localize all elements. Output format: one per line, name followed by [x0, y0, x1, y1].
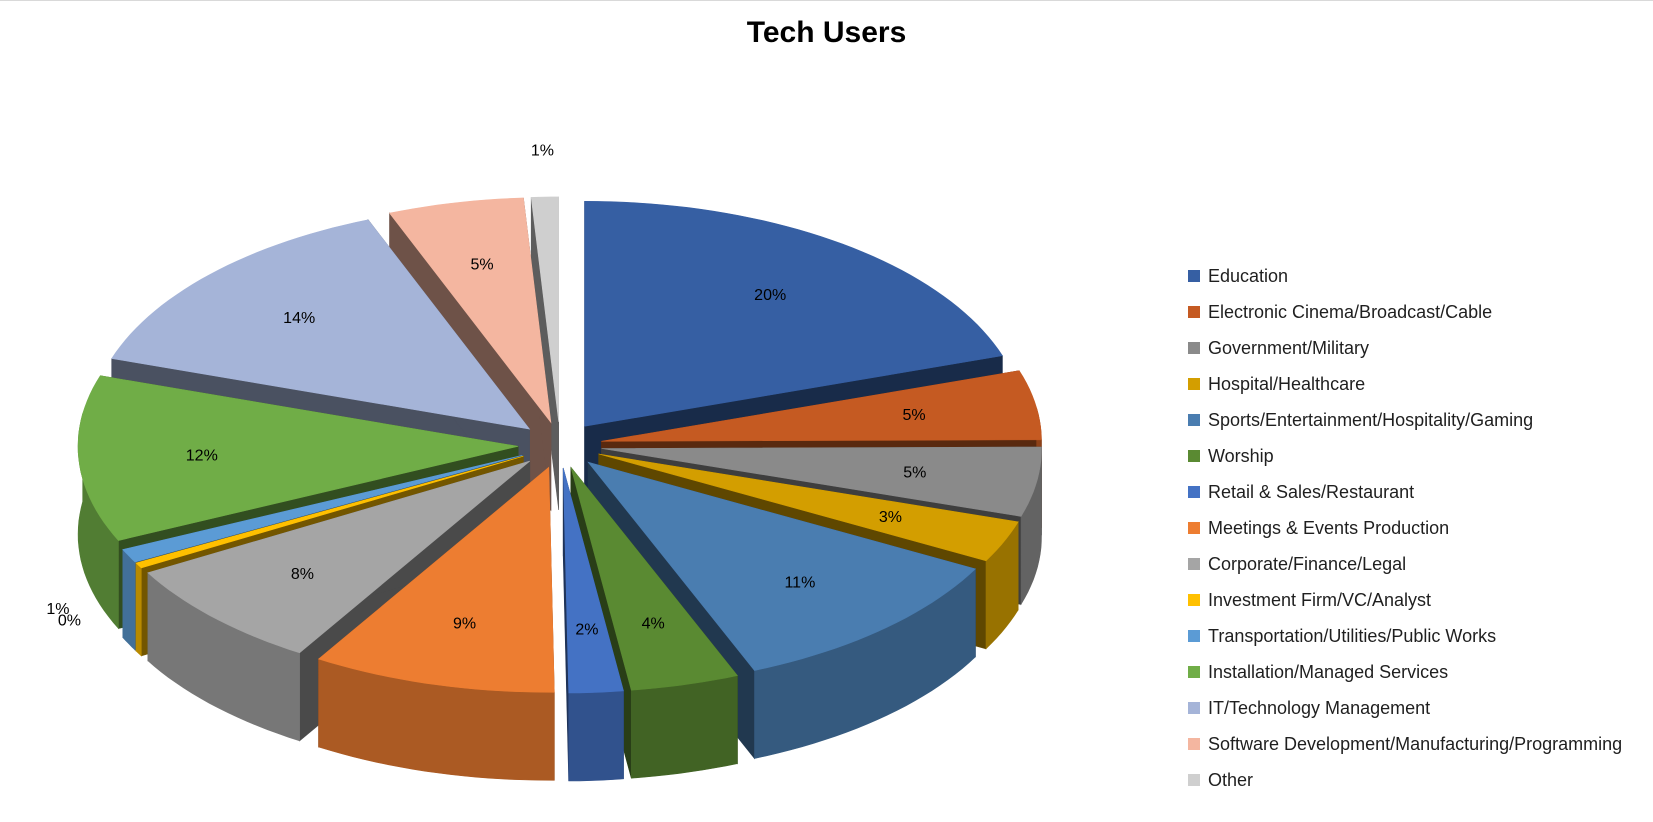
legend-swatch — [1188, 774, 1200, 786]
legend-label: Meetings & Events Production — [1208, 517, 1450, 538]
data-label: 11% — [784, 575, 815, 592]
data-label: 9% — [453, 615, 476, 632]
legend-label: Worship — [1208, 445, 1274, 466]
legend-item: Hospital/Healthcare — [1188, 366, 1622, 402]
data-label: 12% — [186, 447, 218, 464]
chart-legend: Education Electronic Cinema/Broadcast/Cab… — [1188, 258, 1622, 798]
pie-slice-rim — [135, 562, 142, 657]
legend-item: Investment Firm/VC/Analyst — [1188, 582, 1622, 618]
pie-slice — [122, 455, 523, 563]
data-label: 14% — [283, 310, 315, 327]
legend-item: Other — [1188, 762, 1622, 798]
legend-label: Corporate/Finance/Legal — [1208, 553, 1407, 574]
pie-slice — [587, 461, 977, 671]
legend-label: Education — [1208, 265, 1289, 286]
data-label: 5% — [903, 407, 926, 424]
data-label: 4% — [642, 616, 665, 633]
pie-slice-rim — [568, 690, 624, 782]
pie-slice — [601, 446, 1042, 517]
legend-swatch — [1188, 630, 1200, 642]
data-label: 1% — [46, 601, 69, 618]
data-label: 1% — [531, 143, 554, 160]
pie-slice — [147, 460, 530, 654]
legend-item: IT/Technology Management — [1188, 690, 1622, 726]
legend-item: Electronic Cinema/Broadcast/Cable — [1188, 294, 1622, 330]
legend-item: Transportation/Utilities/Public Works — [1188, 618, 1622, 654]
data-label: 0% — [58, 612, 81, 629]
pie-slice — [77, 375, 519, 541]
legend-item: Software Development/Manufacturing/Progr… — [1188, 726, 1622, 762]
legend-swatch — [1188, 738, 1200, 750]
pie-slice — [111, 219, 531, 430]
legend-swatch — [1188, 270, 1200, 282]
legend-item: Education — [1188, 258, 1622, 294]
legend-swatch — [1188, 522, 1200, 534]
pie-slice — [598, 453, 1019, 562]
top-border — [0, 0, 1653, 1]
legend-swatch — [1188, 486, 1200, 498]
pie-slice — [530, 196, 559, 422]
data-label: 5% — [903, 465, 926, 482]
legend-label: IT/Technology Management — [1208, 697, 1431, 718]
legend-label: Installation/Managed Services — [1208, 661, 1449, 682]
pie-slice-rim — [631, 675, 738, 779]
legend-swatch — [1188, 306, 1200, 318]
legend-swatch — [1188, 342, 1200, 354]
pie-slice — [562, 467, 624, 694]
legend-item: Sports/Entertainment/Hospitality/Gaming — [1188, 402, 1622, 438]
data-label: 20% — [754, 287, 786, 304]
pie-slice — [135, 455, 524, 569]
legend-swatch — [1188, 594, 1200, 606]
legend-label: Transportation/Utilities/Public Works — [1208, 625, 1497, 646]
chart-title: Tech Users — [746, 16, 907, 49]
legend-label: Other — [1208, 769, 1254, 790]
legend-label: Electronic Cinema/Broadcast/Cable — [1208, 301, 1493, 322]
legend-label: Investment Firm/VC/Analyst — [1208, 589, 1432, 610]
data-label: 5% — [470, 256, 493, 273]
data-label: 2% — [575, 622, 598, 639]
legend-swatch — [1188, 558, 1200, 570]
pie-slice — [601, 370, 1042, 442]
pie-slice — [388, 197, 552, 424]
legend-label: Hospital/Healthcare — [1208, 373, 1366, 394]
pie-slice — [317, 466, 555, 693]
legend-label: Retail & Sales/Restaurant — [1208, 481, 1415, 502]
legend-item: Meetings & Events Production — [1188, 510, 1622, 546]
legend-swatch — [1188, 702, 1200, 714]
legend-label: Sports/Entertainment/Hospitality/Gaming — [1208, 409, 1534, 430]
legend-label: Government/Military — [1208, 337, 1370, 358]
legend-item: Installation/Managed Services — [1188, 654, 1622, 690]
legend-item: Government/Military — [1188, 330, 1622, 366]
legend-swatch — [1188, 666, 1200, 678]
pie-slice — [570, 467, 738, 691]
legend-item: Worship — [1188, 438, 1622, 474]
legend-swatch — [1188, 450, 1200, 462]
legend-label: Software Development/Manufacturing/Progr… — [1208, 733, 1623, 754]
legend-swatch — [1188, 378, 1200, 390]
legend-swatch — [1188, 414, 1200, 426]
pie-chart: 20%5%5%3%11%4%2%9%8%0%1%12%14%5%1% — [46, 143, 1042, 782]
pie-slice — [584, 200, 1003, 427]
legend-item: Retail & Sales/Restaurant — [1188, 474, 1622, 510]
data-label: 3% — [879, 509, 902, 526]
data-label: 8% — [291, 566, 314, 583]
pie-slice-rim — [122, 548, 136, 651]
legend-item: Corporate/Finance/Legal — [1188, 546, 1622, 582]
